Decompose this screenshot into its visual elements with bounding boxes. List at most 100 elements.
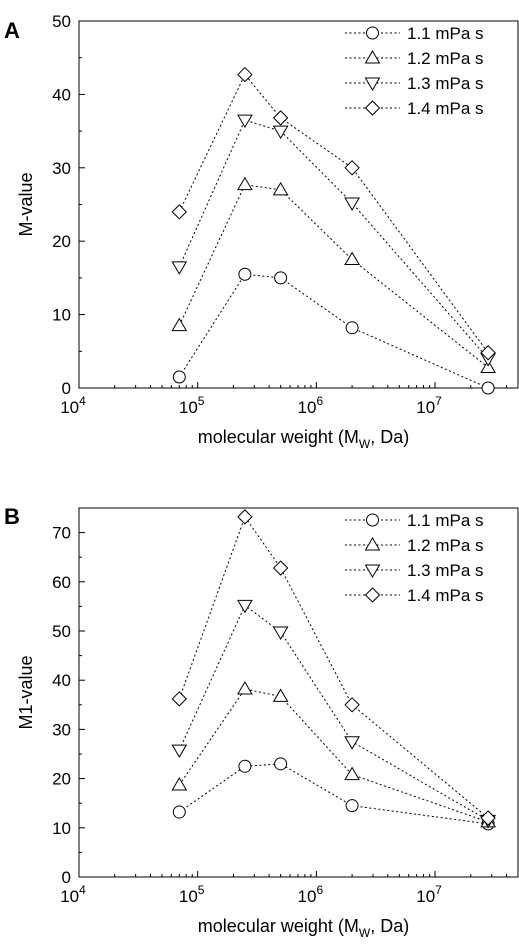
legend-label: 1.1 mPa s [407,511,484,530]
data-point [344,197,360,212]
legend-marker [366,513,379,527]
data-point [171,261,188,275]
chart-panel-a: A 0 10 20 30 40 50 104 105 106 107 molecular weight… [4,12,519,451]
data-point [238,267,252,281]
legend-label: 1.4 mPa s [407,586,484,605]
series-2 [171,176,496,373]
series-line [178,604,489,821]
legend-label: 1.2 mPa s [407,49,484,68]
data-point [272,688,289,702]
legend-item: 1.2 mPa s [345,49,484,68]
data-point [272,110,289,126]
x-tick-label: 105 [179,394,205,417]
series-line [179,763,489,825]
x-tick-label: 107 [416,394,442,417]
x-axis-title: molecular weight (MW, Da) [198,916,409,940]
series-line [178,119,489,359]
legend-item: 1.3 mPa s [345,74,484,93]
data-point [237,66,253,83]
data-point [345,799,359,813]
series-4 [171,509,496,826]
data-point [344,251,360,266]
y-tick-label: 20 [52,232,71,251]
y-tick-label: 40 [52,671,71,690]
legend-marker [364,587,381,603]
series-4 [171,66,496,361]
data-point [480,345,496,361]
data-point [172,805,186,819]
legend-item: 1.4 mPa s [345,99,484,118]
x-axis-title: molecular weight (MW, Da) [198,427,409,451]
legend-marker [366,26,379,40]
data-point [344,697,360,713]
y-tick-label: 50 [52,12,71,31]
series-line [178,688,489,823]
x-tick-label: 106 [298,883,324,906]
y-tick-label: 50 [52,622,71,641]
x-tick-label: 107 [416,883,442,906]
legend-item: 1.2 mPa s [345,536,484,555]
data-point [272,181,289,196]
legend-item: 1.1 mPa s [345,511,484,530]
data-point [238,759,252,773]
data-point [272,560,289,576]
x-tick-label: 104 [60,883,86,906]
legend-marker [364,564,381,578]
legend-label: 1.3 mPa s [407,74,484,93]
data-point [171,204,188,220]
series-3 [171,114,496,367]
data-point [237,114,253,129]
panel-label: B [4,504,20,529]
legend-label: 1.1 mPa s [407,24,484,43]
data-point [345,321,359,335]
data-point [481,381,495,395]
y-tick-label: 30 [52,159,71,178]
x-tick-label: 106 [298,394,324,417]
data-point [272,125,289,140]
legend-item: 1.1 mPa s [345,24,484,43]
y-tick-label: 60 [52,573,71,592]
data-point [237,509,253,525]
series-1 [172,757,495,831]
data-point [171,777,188,791]
data-point [274,271,288,285]
series-3 [171,599,496,829]
y-tick-label: 70 [52,524,71,543]
legend-marker [364,100,381,116]
x-tick-label: 105 [179,883,205,906]
y-tick-label: 0 [62,379,71,398]
legend-label: 1.2 mPa s [407,536,484,555]
series-line [178,515,489,819]
data-point [171,691,188,707]
data-point [274,757,288,771]
legend: 1.1 mPa s 1.2 mPa s 1.3 mPa s 1.4 mPa s [345,511,484,605]
data-point [237,681,253,695]
y-axis-title: M1-value [16,655,36,729]
legend-item: 1.4 mPa s [345,586,484,605]
y-tick-label: 0 [62,868,71,887]
legend-marker [364,77,381,91]
y-tick-label: 10 [52,306,71,325]
series-line [178,184,489,368]
data-point [272,626,289,640]
legend-marker [364,50,381,64]
plot-frame [78,507,519,878]
series-2 [171,681,496,828]
data-point [344,766,360,781]
series-1 [172,267,495,395]
panel-label: A [4,18,20,43]
y-tick-label: 20 [52,770,71,789]
data-point [344,160,360,176]
legend-label: 1.4 mPa s [407,99,484,118]
x-tick-label: 104 [60,394,86,417]
data-point [172,370,186,384]
data-point [171,317,188,332]
y-tick-label: 30 [52,720,71,739]
data-point [480,810,496,826]
legend-item: 1.3 mPa s [345,561,484,580]
y-axis-title: M-value [16,172,36,236]
data-point [237,176,253,191]
data-point [344,736,360,750]
